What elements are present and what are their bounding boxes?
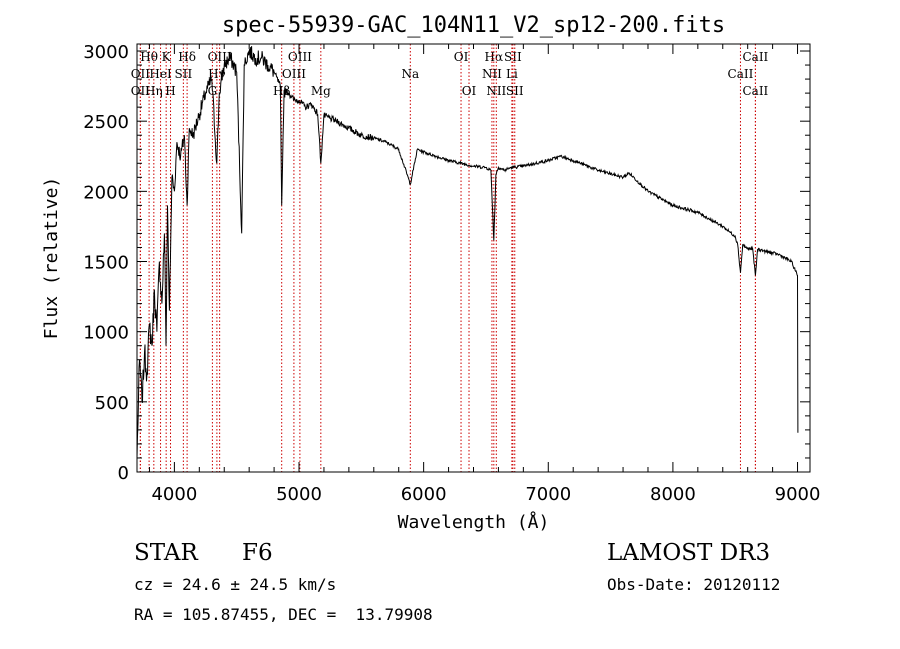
x-tick-label-3: 7000 — [525, 484, 571, 505]
redshift-velocity: cz = 24.6 ± 24.5 km/s — [134, 575, 337, 594]
coordinates: RA = 105.87455, DEC = 13.79908 — [134, 605, 433, 624]
line-marker-label-9: OII — [131, 67, 151, 81]
line-marker-label-22: Hβ — [273, 84, 290, 98]
object-type: STAR — [134, 540, 198, 566]
line-marker-label-27: CaII — [742, 84, 768, 98]
line-marker-label-26: SII — [506, 84, 524, 98]
line-marker-label-2: Hδ — [178, 50, 196, 64]
spectral-subclass: F6 — [242, 540, 273, 566]
line-marker-label-0: Hθ — [140, 50, 158, 64]
y-tick-label-2: 1000 — [83, 323, 129, 344]
line-marker-label-25: NII — [486, 84, 506, 98]
y-axis-label: Flux (relative) — [41, 177, 62, 340]
line-marker-label-11: SII — [175, 67, 193, 81]
line-marker-label-23: Mg — [311, 84, 331, 98]
line-marker-label-5: OI — [454, 50, 469, 64]
x-tick-label-4: 8000 — [650, 484, 696, 505]
x-tick-label-2: 6000 — [401, 484, 447, 505]
observation-date: Obs-Date: 20120112 — [607, 575, 781, 594]
line-marker-label-4: OIII — [288, 50, 312, 64]
y-tick-label-4: 2000 — [83, 182, 129, 203]
y-tick-label-0: 0 — [118, 463, 129, 484]
line-marker-label-13: OIII — [282, 67, 306, 81]
line-marker-label-8: CaII — [742, 50, 768, 64]
y-tick-label-3: 1500 — [83, 253, 129, 274]
line-marker-label-20: H — [165, 84, 175, 98]
line-marker-label-6: Hα — [485, 50, 504, 64]
y-tick-label-6: 3000 — [83, 42, 129, 63]
line-marker-label-1: K — [162, 50, 172, 64]
line-marker-label-19: Hη — [145, 84, 163, 98]
x-tick-label-5: 9000 — [775, 484, 821, 505]
x-tick-label-0: 4000 — [151, 484, 197, 505]
y-tick-label-5: 2500 — [83, 112, 129, 133]
line-marker-label-14: Na — [401, 67, 419, 81]
line-marker-label-15: NII — [482, 67, 502, 81]
line-marker-label-10: HeI — [149, 67, 172, 81]
y-tick-label-1: 500 — [95, 393, 129, 414]
spectrum-line — [136, 46, 799, 459]
line-marker-label-18: OII — [131, 84, 151, 98]
chart-title: spec-55939-GAC_104N11_V2_sp12-200.fits — [222, 13, 725, 38]
line-marker-label-7: SII — [504, 50, 522, 64]
line-marker-label-17: CaII — [728, 67, 754, 81]
x-axis-label: Wavelength (Å) — [398, 511, 550, 533]
line-marker-label-24: OI — [462, 84, 477, 98]
survey-name: LAMOST DR3 — [607, 540, 771, 566]
x-tick-label-1: 5000 — [276, 484, 322, 505]
line-marker-label-16: Li — [506, 67, 518, 81]
